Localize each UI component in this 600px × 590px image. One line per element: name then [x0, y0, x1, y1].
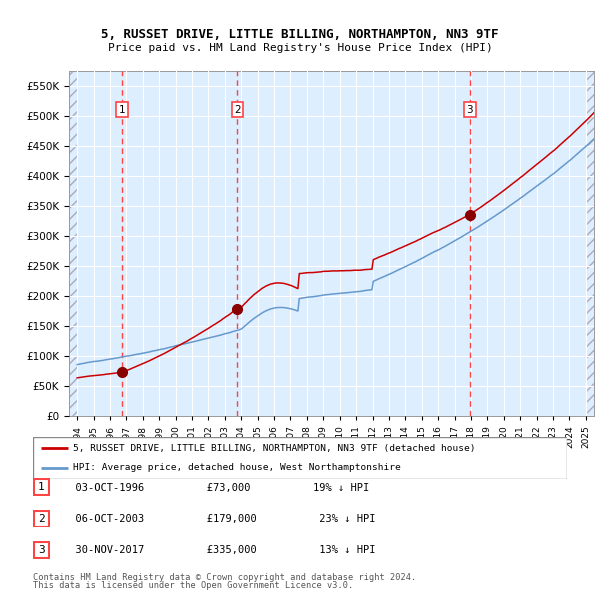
Text: 3: 3 [38, 545, 45, 555]
Text: 2: 2 [38, 514, 45, 523]
Text: 5, RUSSET DRIVE, LITTLE BILLING, NORTHAMPTON, NN3 9TF (detached house): 5, RUSSET DRIVE, LITTLE BILLING, NORTHAM… [73, 444, 476, 453]
Text: HPI: Average price, detached house, West Northamptonshire: HPI: Average price, detached house, West… [73, 463, 401, 472]
FancyBboxPatch shape [34, 479, 49, 496]
Text: 1: 1 [38, 483, 45, 492]
Text: 1: 1 [119, 105, 125, 115]
Text: 03-OCT-1996          £73,000          19% ↓ HPI: 03-OCT-1996 £73,000 19% ↓ HPI [63, 483, 369, 493]
FancyBboxPatch shape [34, 542, 49, 558]
Text: 30-NOV-2017          £335,000          13% ↓ HPI: 30-NOV-2017 £335,000 13% ↓ HPI [63, 546, 376, 555]
Text: 06-OCT-2003          £179,000          23% ↓ HPI: 06-OCT-2003 £179,000 23% ↓ HPI [63, 514, 376, 524]
Text: 2: 2 [234, 105, 241, 115]
Text: This data is licensed under the Open Government Licence v3.0.: This data is licensed under the Open Gov… [33, 581, 353, 590]
Bar [69, 71, 77, 416]
FancyBboxPatch shape [34, 510, 49, 526]
Text: 5, RUSSET DRIVE, LITTLE BILLING, NORTHAMPTON, NN3 9TF: 5, RUSSET DRIVE, LITTLE BILLING, NORTHAM… [101, 28, 499, 41]
Bar [586, 71, 594, 416]
Text: Contains HM Land Registry data © Crown copyright and database right 2024.: Contains HM Land Registry data © Crown c… [33, 572, 416, 582]
FancyBboxPatch shape [33, 437, 567, 479]
Text: 3: 3 [466, 105, 473, 115]
Text: Price paid vs. HM Land Registry's House Price Index (HPI): Price paid vs. HM Land Registry's House … [107, 44, 493, 53]
